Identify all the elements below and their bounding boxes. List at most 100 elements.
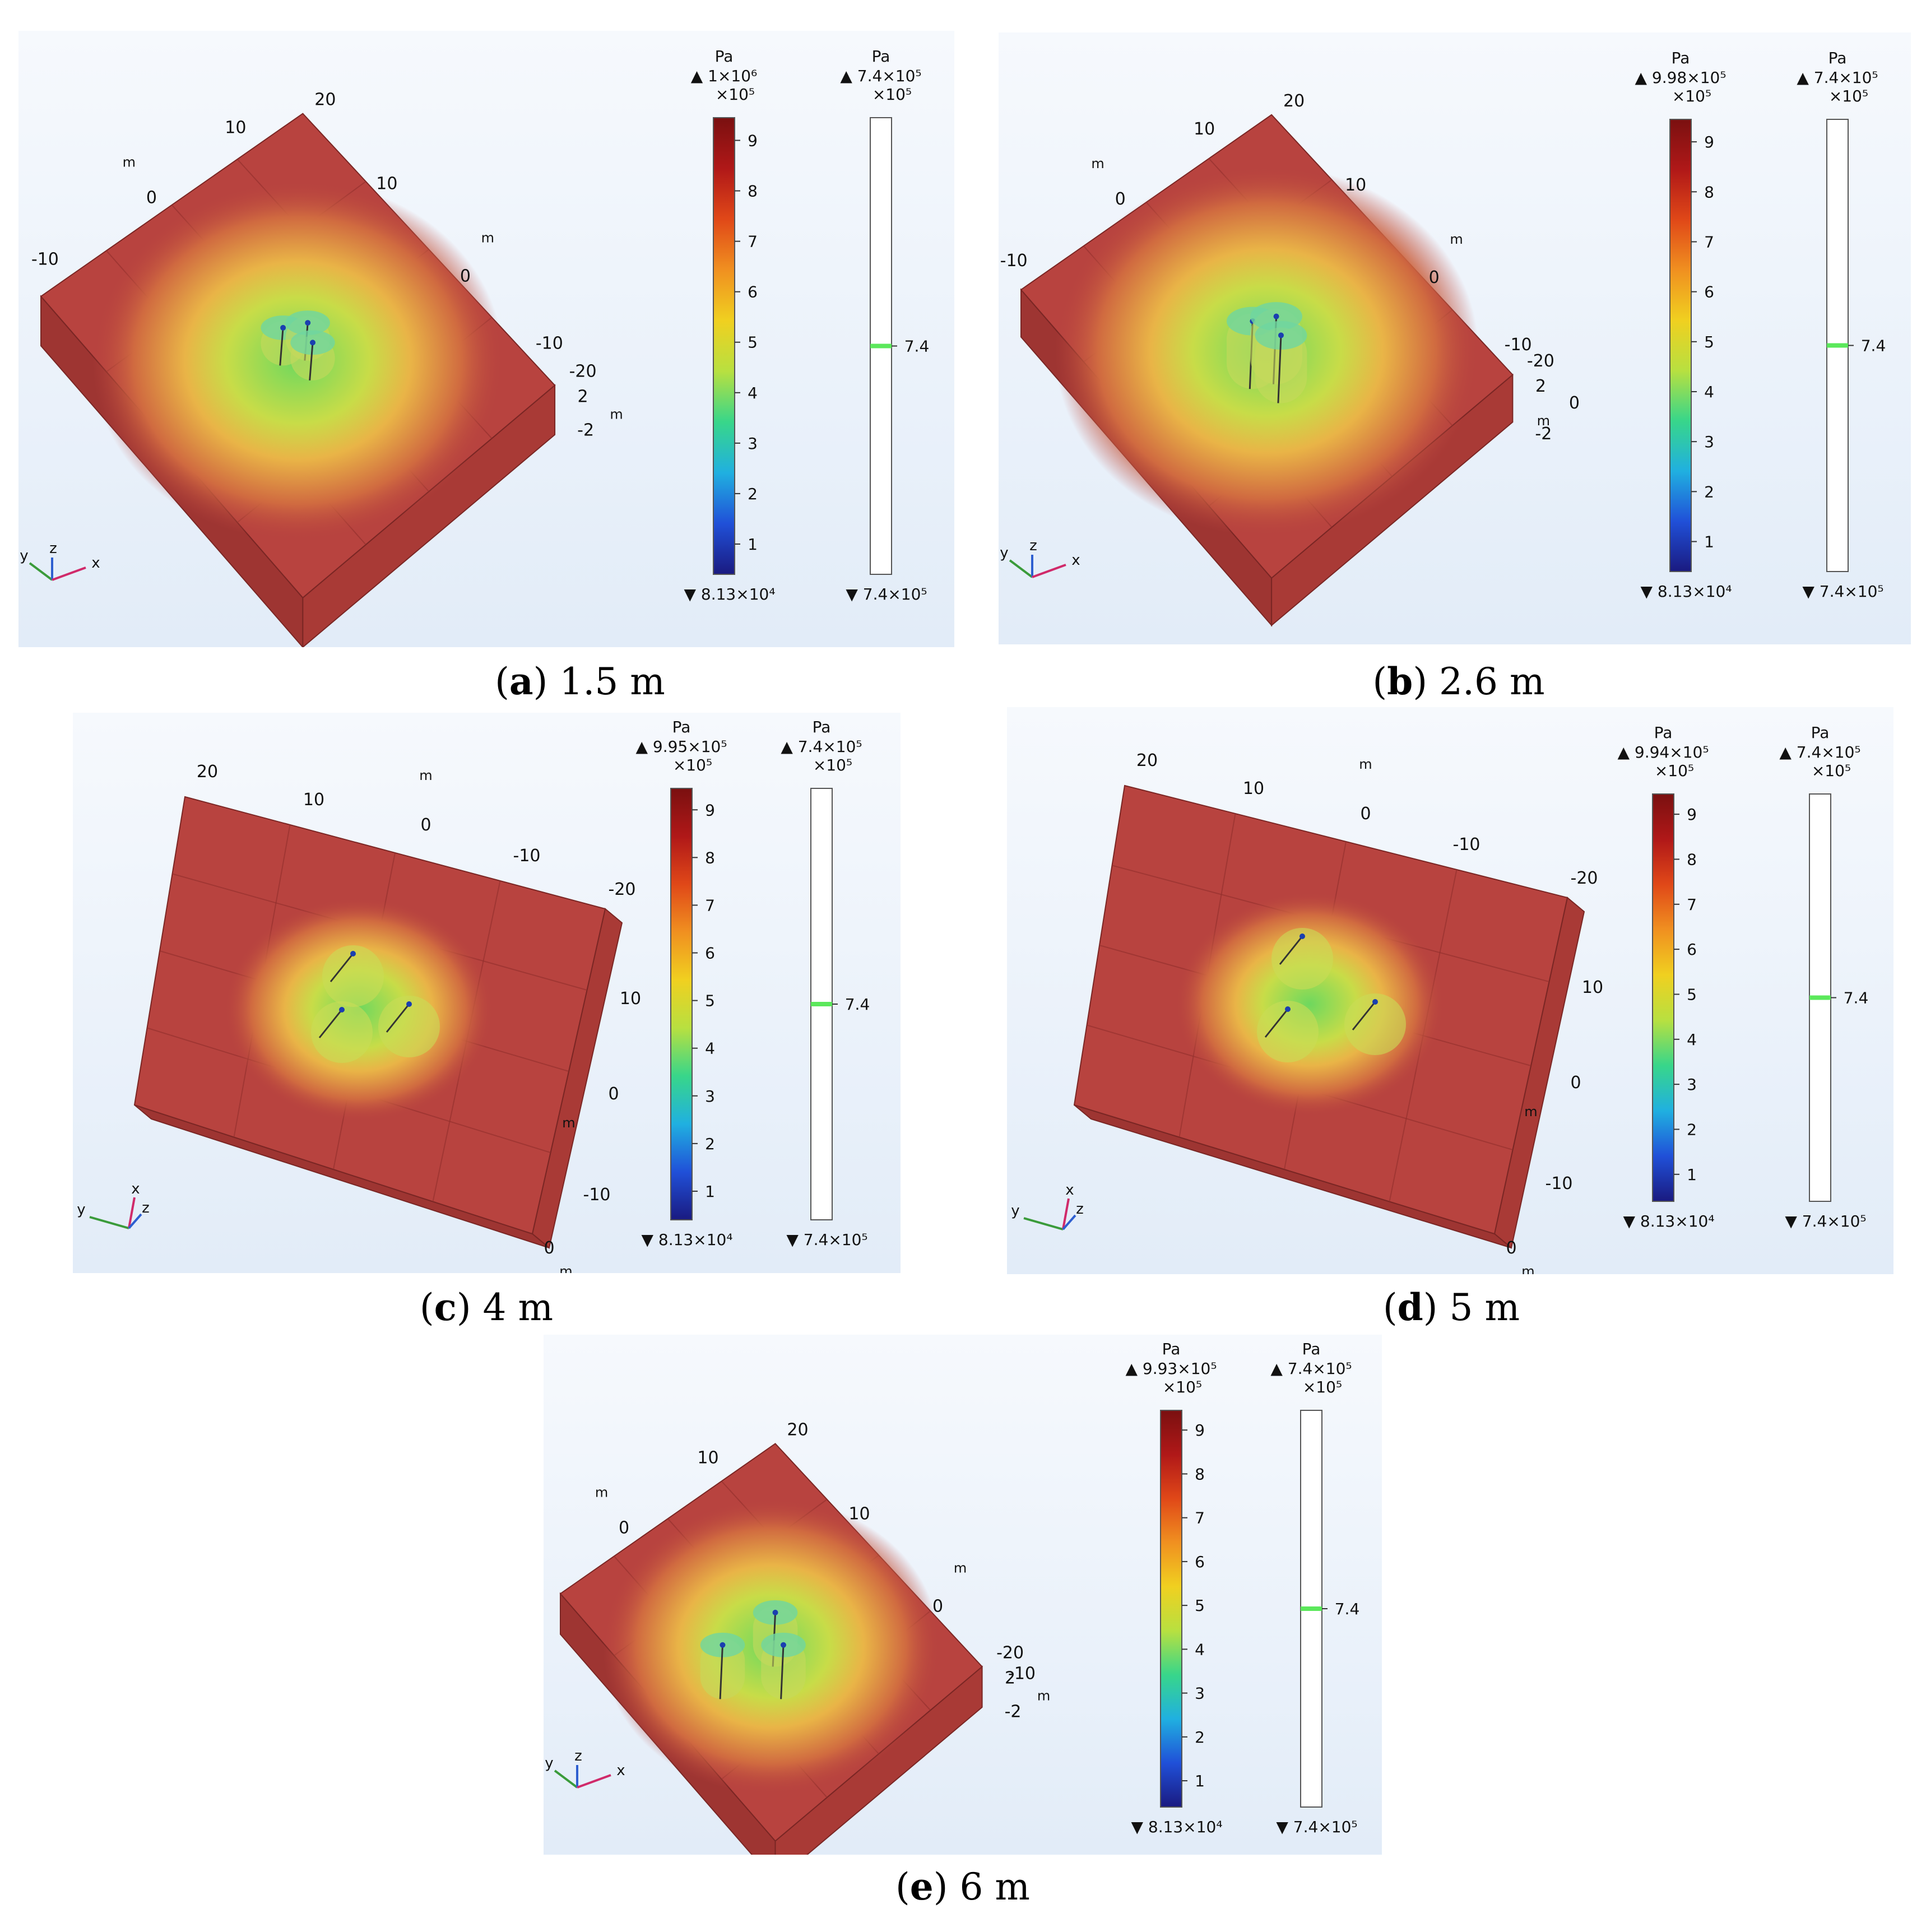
legend1-tick-label: 4 <box>748 384 758 402</box>
legend1-tick-label: 8 <box>1704 183 1714 201</box>
caption-text: 1.5 m <box>559 660 665 703</box>
triad-y-label: y <box>77 1201 85 1218</box>
well-line <box>719 1645 723 1699</box>
legend2-marker <box>1827 343 1848 348</box>
legend2-unit: Pa <box>813 718 831 736</box>
triad-y-label: y <box>1011 1202 1019 1219</box>
triad-x-label: x <box>91 555 100 572</box>
legend1-tick-label: 6 <box>1687 940 1697 959</box>
well-envelope <box>378 996 440 1057</box>
legend1-tick-label: 9 <box>705 801 715 819</box>
panel-c: y x z 20 10 m 0 -10 -20 10 0 m -10 0 m Pa ▲ 9.95×10⁵ ×10⁵… <box>73 713 901 1273</box>
legend2-marker <box>1809 995 1831 1000</box>
axis-tick-label: m <box>1091 156 1104 171</box>
legend2-max: ▲ 7.4×10⁵ <box>1797 68 1878 87</box>
axis-tick-label: 10 <box>697 1448 718 1467</box>
axis-tick-label: 0 <box>1570 1073 1581 1093</box>
triad-x-label: x <box>1071 552 1080 569</box>
triad-x-label: x <box>616 1762 625 1779</box>
axis-tick-label: m <box>595 1484 608 1500</box>
legend1-min: ▼ 8.13×10⁴ <box>684 585 775 603</box>
axis-tick-label: m <box>562 1115 575 1131</box>
legend1-tick-label: 1 <box>1195 1772 1205 1790</box>
axis-tick-label: m <box>954 1560 967 1576</box>
legend1-tick-label: 4 <box>1704 383 1714 401</box>
legend1-tick-label: 1 <box>1687 1165 1697 1184</box>
axis-tick-label: m <box>123 155 136 170</box>
axis-tick-label: -20 <box>569 362 597 382</box>
triad-x-axis <box>1032 564 1066 578</box>
legend1-max: ▲ 9.93×10⁵ <box>1125 1359 1217 1378</box>
triad-x-label: x <box>131 1181 140 1197</box>
legend1-tick-label: 4 <box>705 1039 715 1058</box>
legend1-tick-label: 7 <box>1195 1509 1205 1527</box>
legend2-exponent: ×10⁵ <box>813 756 852 774</box>
well-head <box>339 1007 345 1013</box>
well-line <box>1279 936 1303 965</box>
legend1-tick-label: 1 <box>1704 532 1714 551</box>
axis-tick-label: 20 <box>197 762 218 782</box>
legend1-unit: Pa <box>1672 49 1690 67</box>
legend1-colorbar <box>1652 793 1674 1202</box>
panel-b: y z x 20 10 m 0 -10 10 m 0 -10 -20 2 0 m -2 Pa ▲ 9.98×10⁵ ×… <box>999 32 1911 644</box>
axis-tick-label: -10 <box>1505 335 1532 355</box>
legend1-tick-label: 5 <box>1704 333 1714 351</box>
axis-tick-label: 0 <box>146 188 157 208</box>
axis-tick-label: m <box>1521 1264 1534 1274</box>
legend1-tick-label: 3 <box>1687 1075 1697 1094</box>
axis-tick-label: 0 <box>1360 804 1371 824</box>
legend1-tick-label: 4 <box>1195 1640 1205 1659</box>
well-line <box>780 1645 785 1699</box>
legend2-min: ▼ 7.4×10⁵ <box>1785 1212 1866 1230</box>
legend1-tick-label: 3 <box>1704 433 1714 451</box>
axis-tick-label: 20 <box>1136 751 1158 770</box>
axis-tick-label: 20 <box>787 1420 808 1439</box>
axis-tick-label: 0 <box>460 267 471 286</box>
axis-tick-label: -20 <box>609 880 636 899</box>
legend2-max: ▲ 7.4×10⁵ <box>1270 1359 1352 1378</box>
legend1-tick-label: 8 <box>1687 850 1697 869</box>
legend1-exponent: ×10⁵ <box>1163 1378 1202 1396</box>
legend1-exponent: ×10⁵ <box>673 756 712 774</box>
axis-tick-label: 0 <box>608 1084 619 1104</box>
legend1-tick-label: 3 <box>748 434 758 453</box>
axis-tick-label: m <box>1537 413 1550 429</box>
legend2-min: ▼ 7.4×10⁵ <box>1802 582 1883 601</box>
axis-tick-label: 10 <box>620 989 641 1009</box>
legend1-max: ▲ 9.95×10⁵ <box>635 737 727 756</box>
legend2-marker-label: 7.4 <box>1844 989 1869 1007</box>
axis-tick-label: 10 <box>848 1504 870 1524</box>
panel-d: y x z 20 10 m 0 -10 -20 10 0 m -10 0 m Pa ▲ 9.94×10⁵ ×10⁵… <box>1007 707 1893 1274</box>
panel-a-caption: (a) 1.5 m <box>495 660 665 703</box>
well-head <box>1278 332 1284 338</box>
legend2-min: ▼ 7.4×10⁵ <box>786 1230 867 1249</box>
legend1-unit: Pa <box>715 47 734 66</box>
axis-tick-label: -20 <box>1571 869 1598 888</box>
axis-tick-label: 0 <box>1569 393 1580 413</box>
axis-tick-label: -10 <box>536 334 563 354</box>
legend1-tick-label: 7 <box>1704 233 1714 251</box>
well-envelope <box>311 1001 373 1063</box>
axis-tick-label: m <box>1524 1104 1537 1120</box>
well-head <box>310 340 315 346</box>
axis-tick-label: 2 <box>1535 377 1546 396</box>
legend1-max: ▲ 9.94×10⁵ <box>1617 743 1709 761</box>
well-head <box>350 951 356 956</box>
triad-y-axis <box>1009 559 1033 578</box>
axis-tick-label: -20 <box>1527 351 1554 371</box>
well-line <box>279 327 284 366</box>
legend1-tick-label: 8 <box>1195 1465 1205 1483</box>
legend1-tick-label: 9 <box>1704 133 1714 151</box>
legend1-tick-label: 6 <box>1195 1553 1205 1571</box>
well-line <box>309 342 314 380</box>
legend1-min: ▼ 8.13×10⁴ <box>1640 582 1732 601</box>
legend2-unit: Pa <box>872 47 890 66</box>
legend1-tick-label: 1 <box>748 535 758 554</box>
triad-z-label: z <box>142 1200 150 1216</box>
legend1-tick-label: 5 <box>1687 985 1697 1004</box>
legend1-exponent: ×10⁵ <box>1655 761 1694 780</box>
legend1-tick-label: 2 <box>1687 1120 1697 1139</box>
caption-letter: a <box>509 660 533 703</box>
